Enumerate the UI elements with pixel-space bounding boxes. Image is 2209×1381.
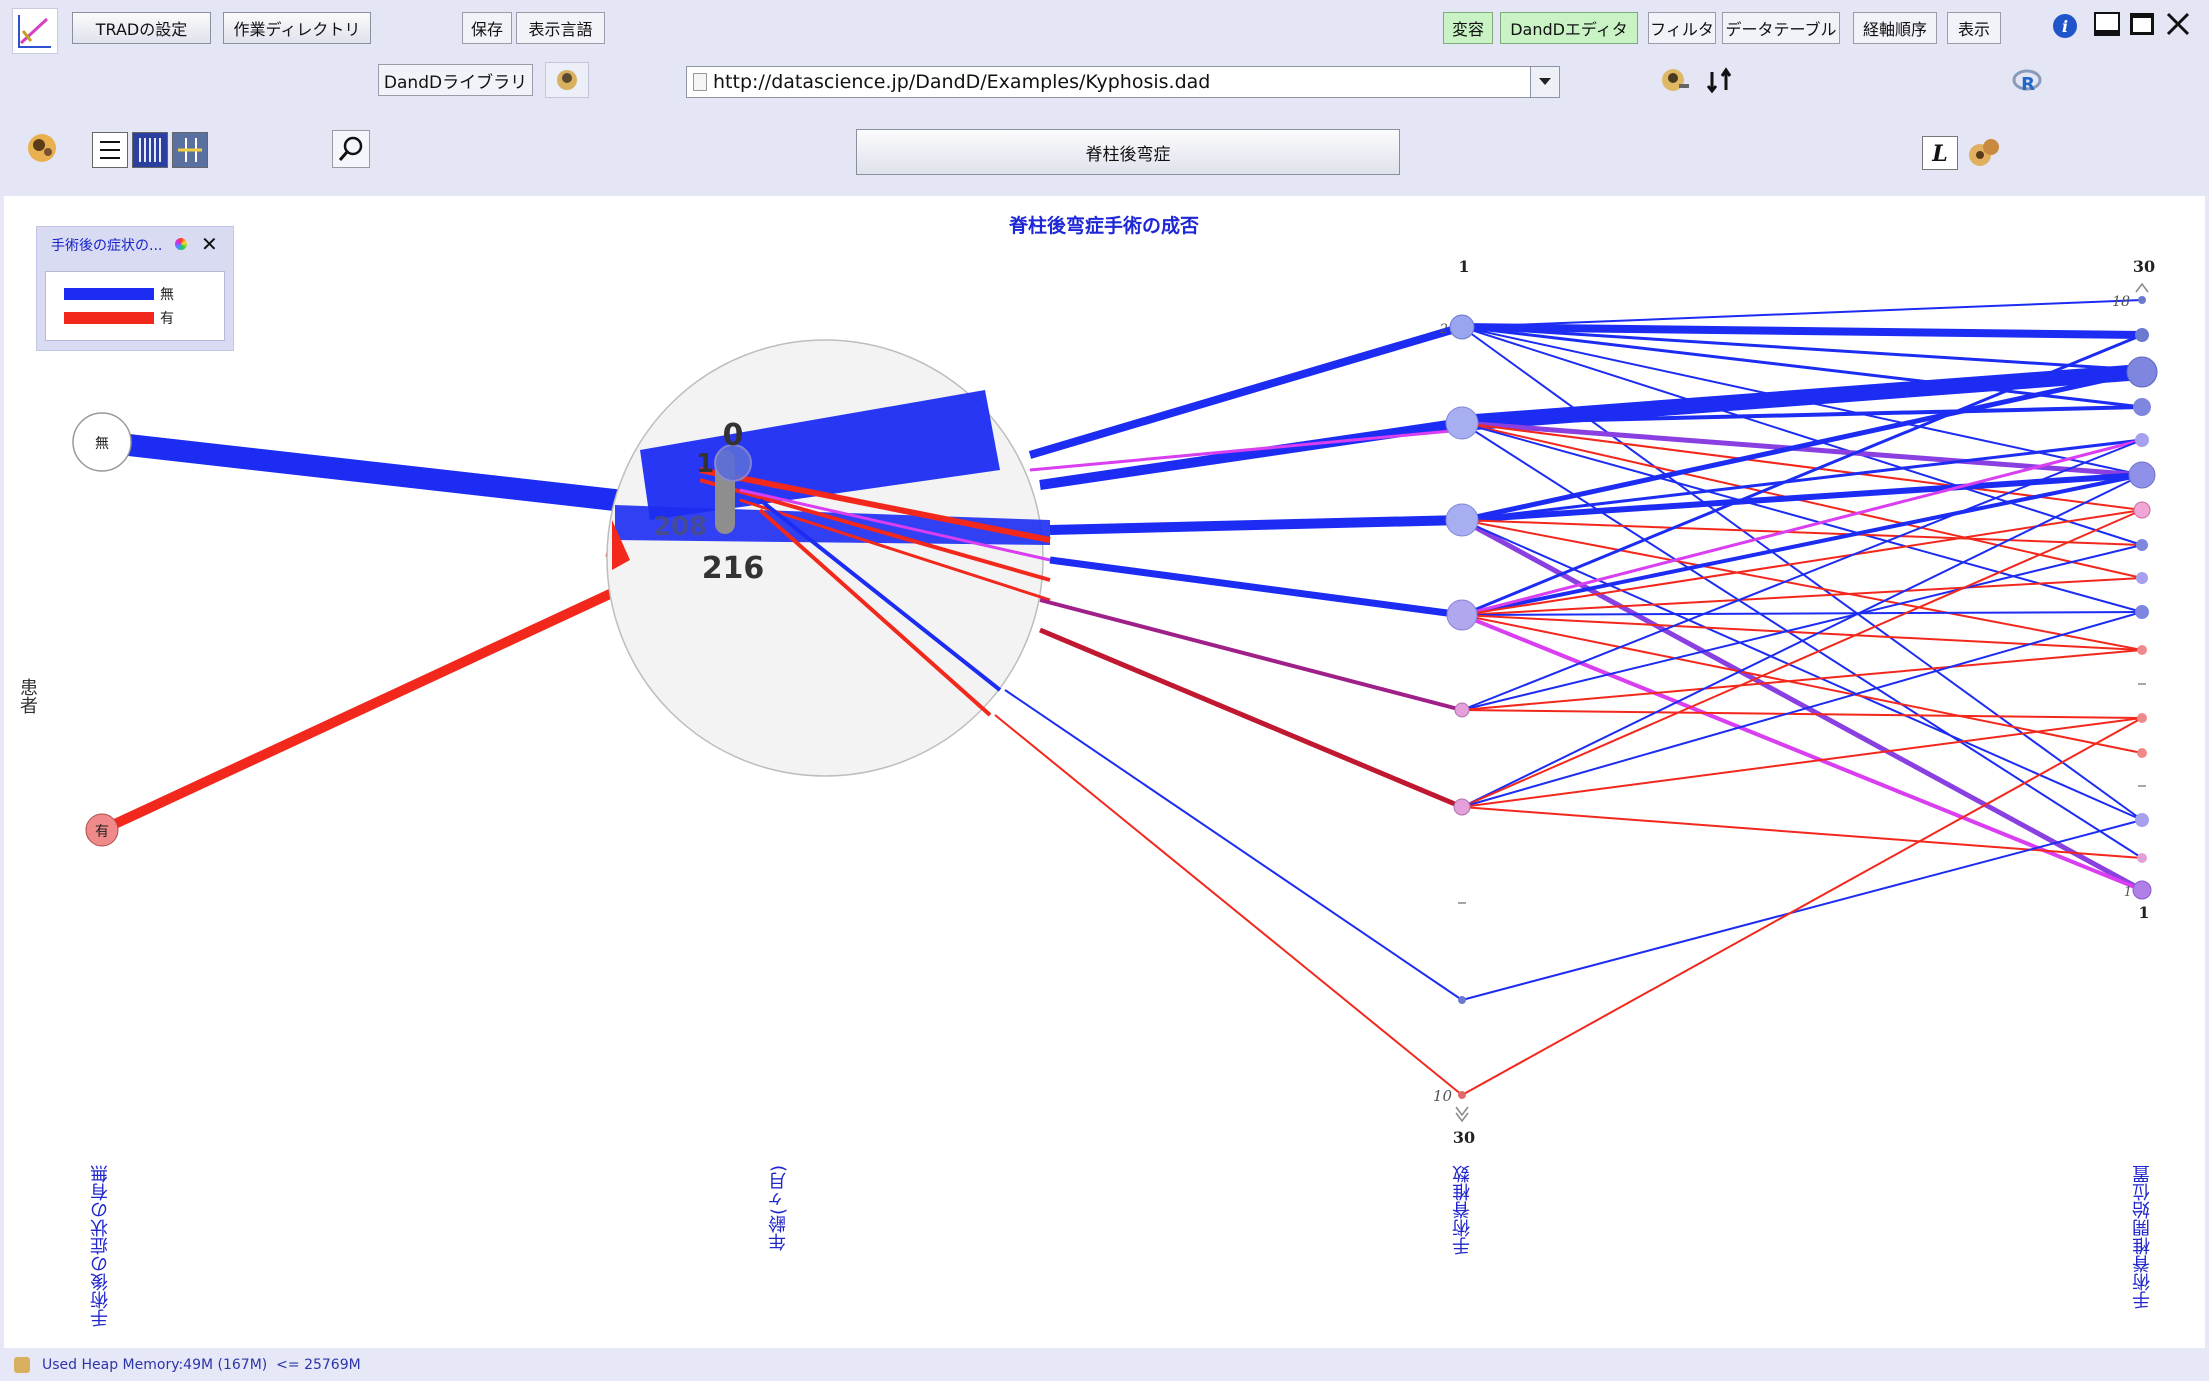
parallel-axis-icon[interactable] — [172, 132, 208, 168]
minimize-icon[interactable] — [2092, 10, 2122, 38]
connections-axis3-axis4 — [1460, 299, 2144, 1096]
lens-label-mid: 1 — [696, 449, 714, 479]
refresh-icon[interactable] — [1700, 62, 1740, 98]
axis1-nodes: 無 有 — [72, 412, 132, 847]
axis4-bottom-tick: 1 — [2138, 903, 2149, 922]
axis3-bottom-value: 10 — [1433, 1087, 1453, 1105]
settings-tool-icon[interactable] — [1655, 62, 1695, 98]
patients-side-label: 患者 — [17, 678, 38, 714]
work-directory-button[interactable]: 作業ディレクトリ — [223, 12, 371, 44]
svg-text:L: L — [1931, 141, 1947, 167]
connections-axis1-axis2 — [99, 431, 652, 835]
svg-text:R: R — [2021, 74, 2035, 95]
dataset-title-button[interactable]: 脊柱後弯症 — [856, 129, 1400, 175]
legend-item-present: 有 — [64, 308, 174, 328]
legend-swatch-present — [64, 312, 154, 324]
group-tool-icon[interactable] — [1965, 134, 2005, 172]
axis-label-symptom: 手術後の症状の有無 — [90, 1165, 111, 1327]
node-absent-label: 無 — [95, 436, 109, 452]
horizontal-lines-icon[interactable] — [92, 132, 128, 168]
axis4-top-tick: 30 — [2133, 257, 2155, 276]
status-bar: Used Heap Memory:49M (167M) <= 25769M — [0, 1348, 2209, 1381]
legend-title: 手術後の症状の... — [51, 238, 163, 254]
node-present-label: 有 — [95, 824, 109, 840]
url-dropdown-arrow-icon[interactable] — [1530, 67, 1559, 97]
legend-panel[interactable]: 手術後の症状の... ✕ 無 有 — [36, 226, 234, 351]
node-absent[interactable] — [72, 412, 132, 472]
connections-axis2-axis3 — [994, 323, 1464, 1096]
legend-label-absent: 無 — [160, 287, 174, 303]
svg-text:i: i — [2062, 17, 2068, 36]
maximize-icon[interactable] — [2127, 10, 2157, 38]
node-present[interactable] — [85, 813, 119, 847]
latex-icon[interactable]: L — [1922, 136, 1958, 170]
dandd-editor-button[interactable]: DandDエディタ — [1500, 12, 1638, 44]
legend-label-present: 有 — [160, 311, 174, 327]
url-combobox[interactable]: http://datascience.jp/DandD/Examples/Kyp… — [686, 66, 1560, 98]
axis-order-button[interactable]: 経軸順序 — [1853, 12, 1937, 44]
library-tool-icon[interactable] — [545, 62, 589, 98]
chart-title: 脊柱後弯症手術の成否 — [1008, 214, 1199, 237]
legend-items: 無 有 — [45, 271, 225, 341]
search-icon[interactable] — [332, 130, 370, 168]
trad-settings-button[interactable]: TRADの設定 — [72, 12, 211, 44]
magnifier-lens[interactable]: 0 1 208 216 — [606, 339, 1051, 777]
axis-label-age: 年齢(ヶ月) — [768, 1165, 789, 1252]
heap-memory-status: Used Heap Memory:49M (167M) <= 25769M — [42, 1356, 361, 1373]
axis3-nodes: 1 2 10 30 — [1433, 257, 1479, 1147]
close-icon[interactable] — [2162, 8, 2194, 40]
axis4-nodes: 30 18 1 1 — [2112, 257, 2158, 922]
axis3-bottom-tick: 30 — [1453, 1128, 1475, 1147]
info-icon[interactable]: i — [2051, 12, 2079, 40]
legend-item-absent: 無 — [64, 284, 174, 304]
filter-button[interactable]: フィルタ — [1648, 12, 1716, 44]
axis4-bottom-value: 1 — [2124, 885, 2132, 900]
legend-swatch-absent — [64, 288, 154, 300]
page-icon — [693, 73, 707, 91]
display-button[interactable]: 表示 — [1947, 12, 2001, 44]
display-language-button[interactable]: 表示言語 — [516, 12, 605, 44]
lens-label-bottom: 216 — [702, 551, 765, 586]
vertical-bars-icon[interactable] — [132, 132, 168, 168]
axis4-top-value: 18 — [2112, 294, 2130, 310]
memory-icon — [14, 1356, 30, 1373]
axis-label-vertebrae-count: 手術脊椎数 — [1452, 1165, 1473, 1255]
color-wheel-icon[interactable] — [175, 238, 187, 250]
axis3-top-tick: 1 — [1458, 257, 1469, 276]
dandd-library-button[interactable]: DandDライブラリ — [378, 64, 533, 96]
axis-label-start-position: 手術脊椎開始位置 — [2132, 1165, 2153, 1309]
legend-close-icon[interactable]: ✕ — [201, 232, 218, 256]
user-tool-icon[interactable] — [22, 128, 62, 168]
url-value: http://datascience.jp/DandD/Examples/Kyp… — [713, 71, 1211, 93]
lens-label-low: 208 — [653, 512, 707, 542]
r-language-icon[interactable]: R — [2010, 64, 2044, 98]
data-table-button[interactable]: データテーブル — [1722, 12, 1840, 44]
save-button[interactable]: 保存 — [462, 12, 512, 44]
toolbar: TRADの設定 作業ディレクトリ 保存 表示言語 変容 DandDエディタ フィ… — [0, 0, 2209, 196]
lens-label-top: 0 — [723, 418, 744, 453]
axis3-top-value: 2 — [1439, 322, 1448, 337]
transform-button[interactable]: 変容 — [1443, 12, 1493, 44]
app-logo-icon — [12, 8, 58, 54]
